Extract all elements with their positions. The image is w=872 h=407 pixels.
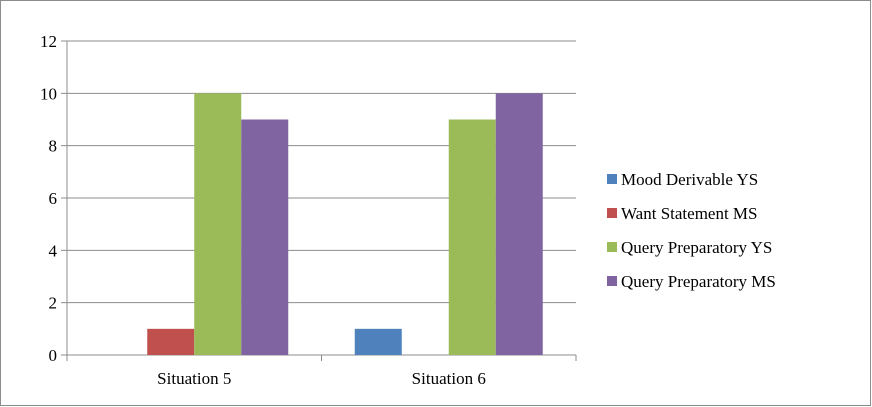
legend-swatch xyxy=(607,208,617,218)
legend-swatch xyxy=(607,174,617,184)
bar xyxy=(495,93,543,355)
legend: Mood Derivable YS Want Statement MS Query … xyxy=(607,170,776,291)
legend-label: Want Statement MS xyxy=(621,204,758,223)
axes: 0 2 4 6 8 10 12 Situation 5 Situation 6 xyxy=(40,32,577,388)
x-category-label: Situation 5 xyxy=(157,369,231,388)
legend-label: Mood Derivable YS xyxy=(621,170,758,189)
y-tick-label: 12 xyxy=(40,32,57,51)
bar xyxy=(354,328,402,355)
y-tick-label: 8 xyxy=(49,137,58,156)
bars xyxy=(147,93,543,355)
legend-swatch xyxy=(607,276,617,286)
y-tick-label: 0 xyxy=(49,346,58,365)
bar xyxy=(194,93,242,355)
legend-label: Query Preparatory YS xyxy=(621,238,772,257)
y-tick-label: 4 xyxy=(49,241,58,260)
x-category-label: Situation 6 xyxy=(412,369,486,388)
y-tick-label: 10 xyxy=(40,84,57,103)
legend-label: Query Preparatory MS xyxy=(621,272,776,291)
legend-swatch xyxy=(607,242,617,252)
bar xyxy=(147,328,195,355)
y-tick-label: 2 xyxy=(49,294,58,313)
bar xyxy=(241,119,289,355)
y-tick-label: 6 xyxy=(49,189,58,208)
bar xyxy=(448,119,496,355)
